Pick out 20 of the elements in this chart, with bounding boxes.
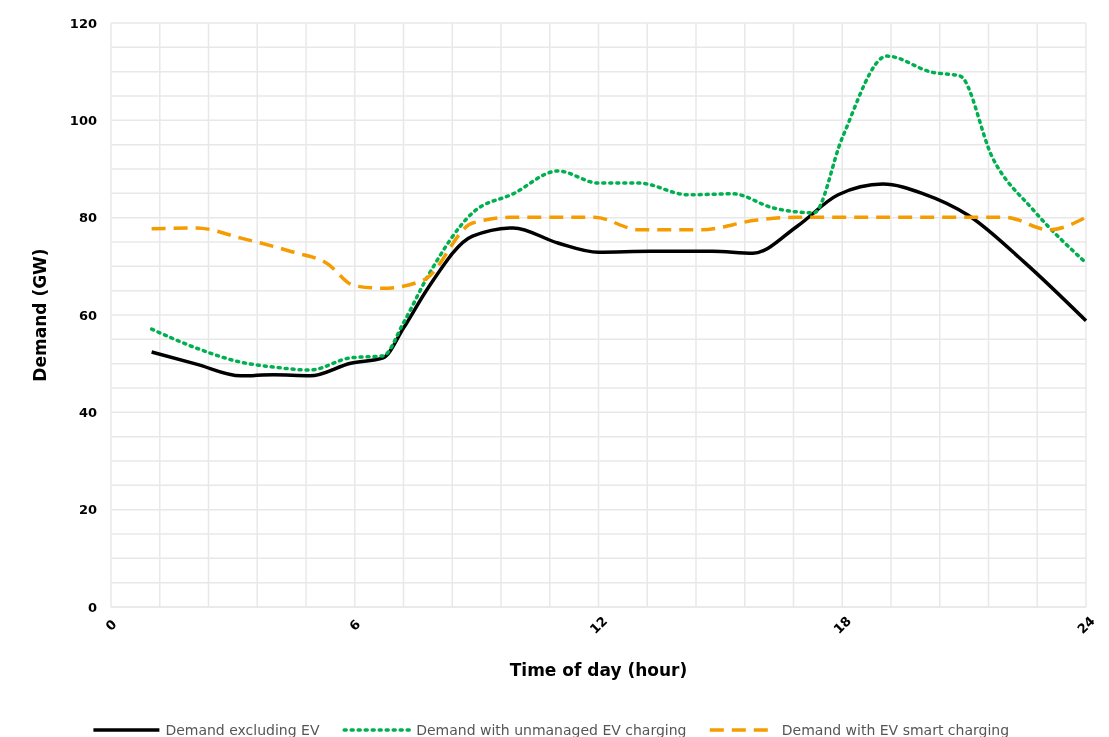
x-tick-label: 6 [346, 616, 364, 634]
x-tick-label: 12 [586, 613, 611, 637]
line-series [149, 182, 1088, 378]
y-tick-label: 40 [78, 404, 97, 420]
y-axis-title: Demand (GW) [30, 248, 50, 382]
line-series [149, 54, 1088, 372]
line-series [149, 215, 1088, 290]
legend-label: Demand excluding EV [165, 721, 320, 737]
x-tick-label: 24 [1074, 613, 1098, 637]
y-tick-label: 80 [78, 210, 97, 226]
legend-label: Demand with EV smart charging [781, 721, 1010, 737]
x-axis-title: Time of day (hour) [509, 660, 688, 680]
y-tick-label: 20 [78, 502, 97, 518]
x-tick-label: 18 [830, 613, 854, 637]
y-tick-label: 100 [69, 112, 97, 128]
x-tick-label: 0 [102, 616, 120, 634]
legend-label: Demand with unmanaged EV charging [416, 721, 687, 737]
y-tick-label: 60 [78, 307, 97, 323]
y-tick-label: 0 [87, 599, 97, 615]
y-tick-label: 120 [69, 15, 97, 31]
